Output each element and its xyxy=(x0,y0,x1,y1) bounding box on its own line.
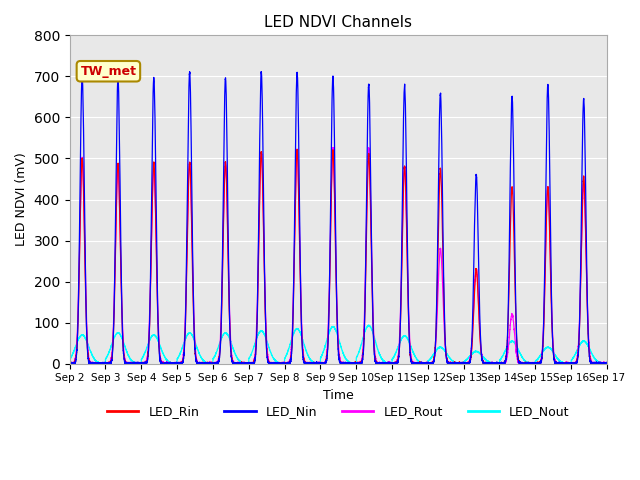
Text: TW_met: TW_met xyxy=(81,65,136,78)
Legend: LED_Rin, LED_Nin, LED_Rout, LED_Nout: LED_Rin, LED_Nin, LED_Rout, LED_Nout xyxy=(102,400,575,423)
Y-axis label: LED NDVI (mV): LED NDVI (mV) xyxy=(15,153,28,246)
Title: LED NDVI Channels: LED NDVI Channels xyxy=(264,15,412,30)
X-axis label: Time: Time xyxy=(323,389,354,402)
